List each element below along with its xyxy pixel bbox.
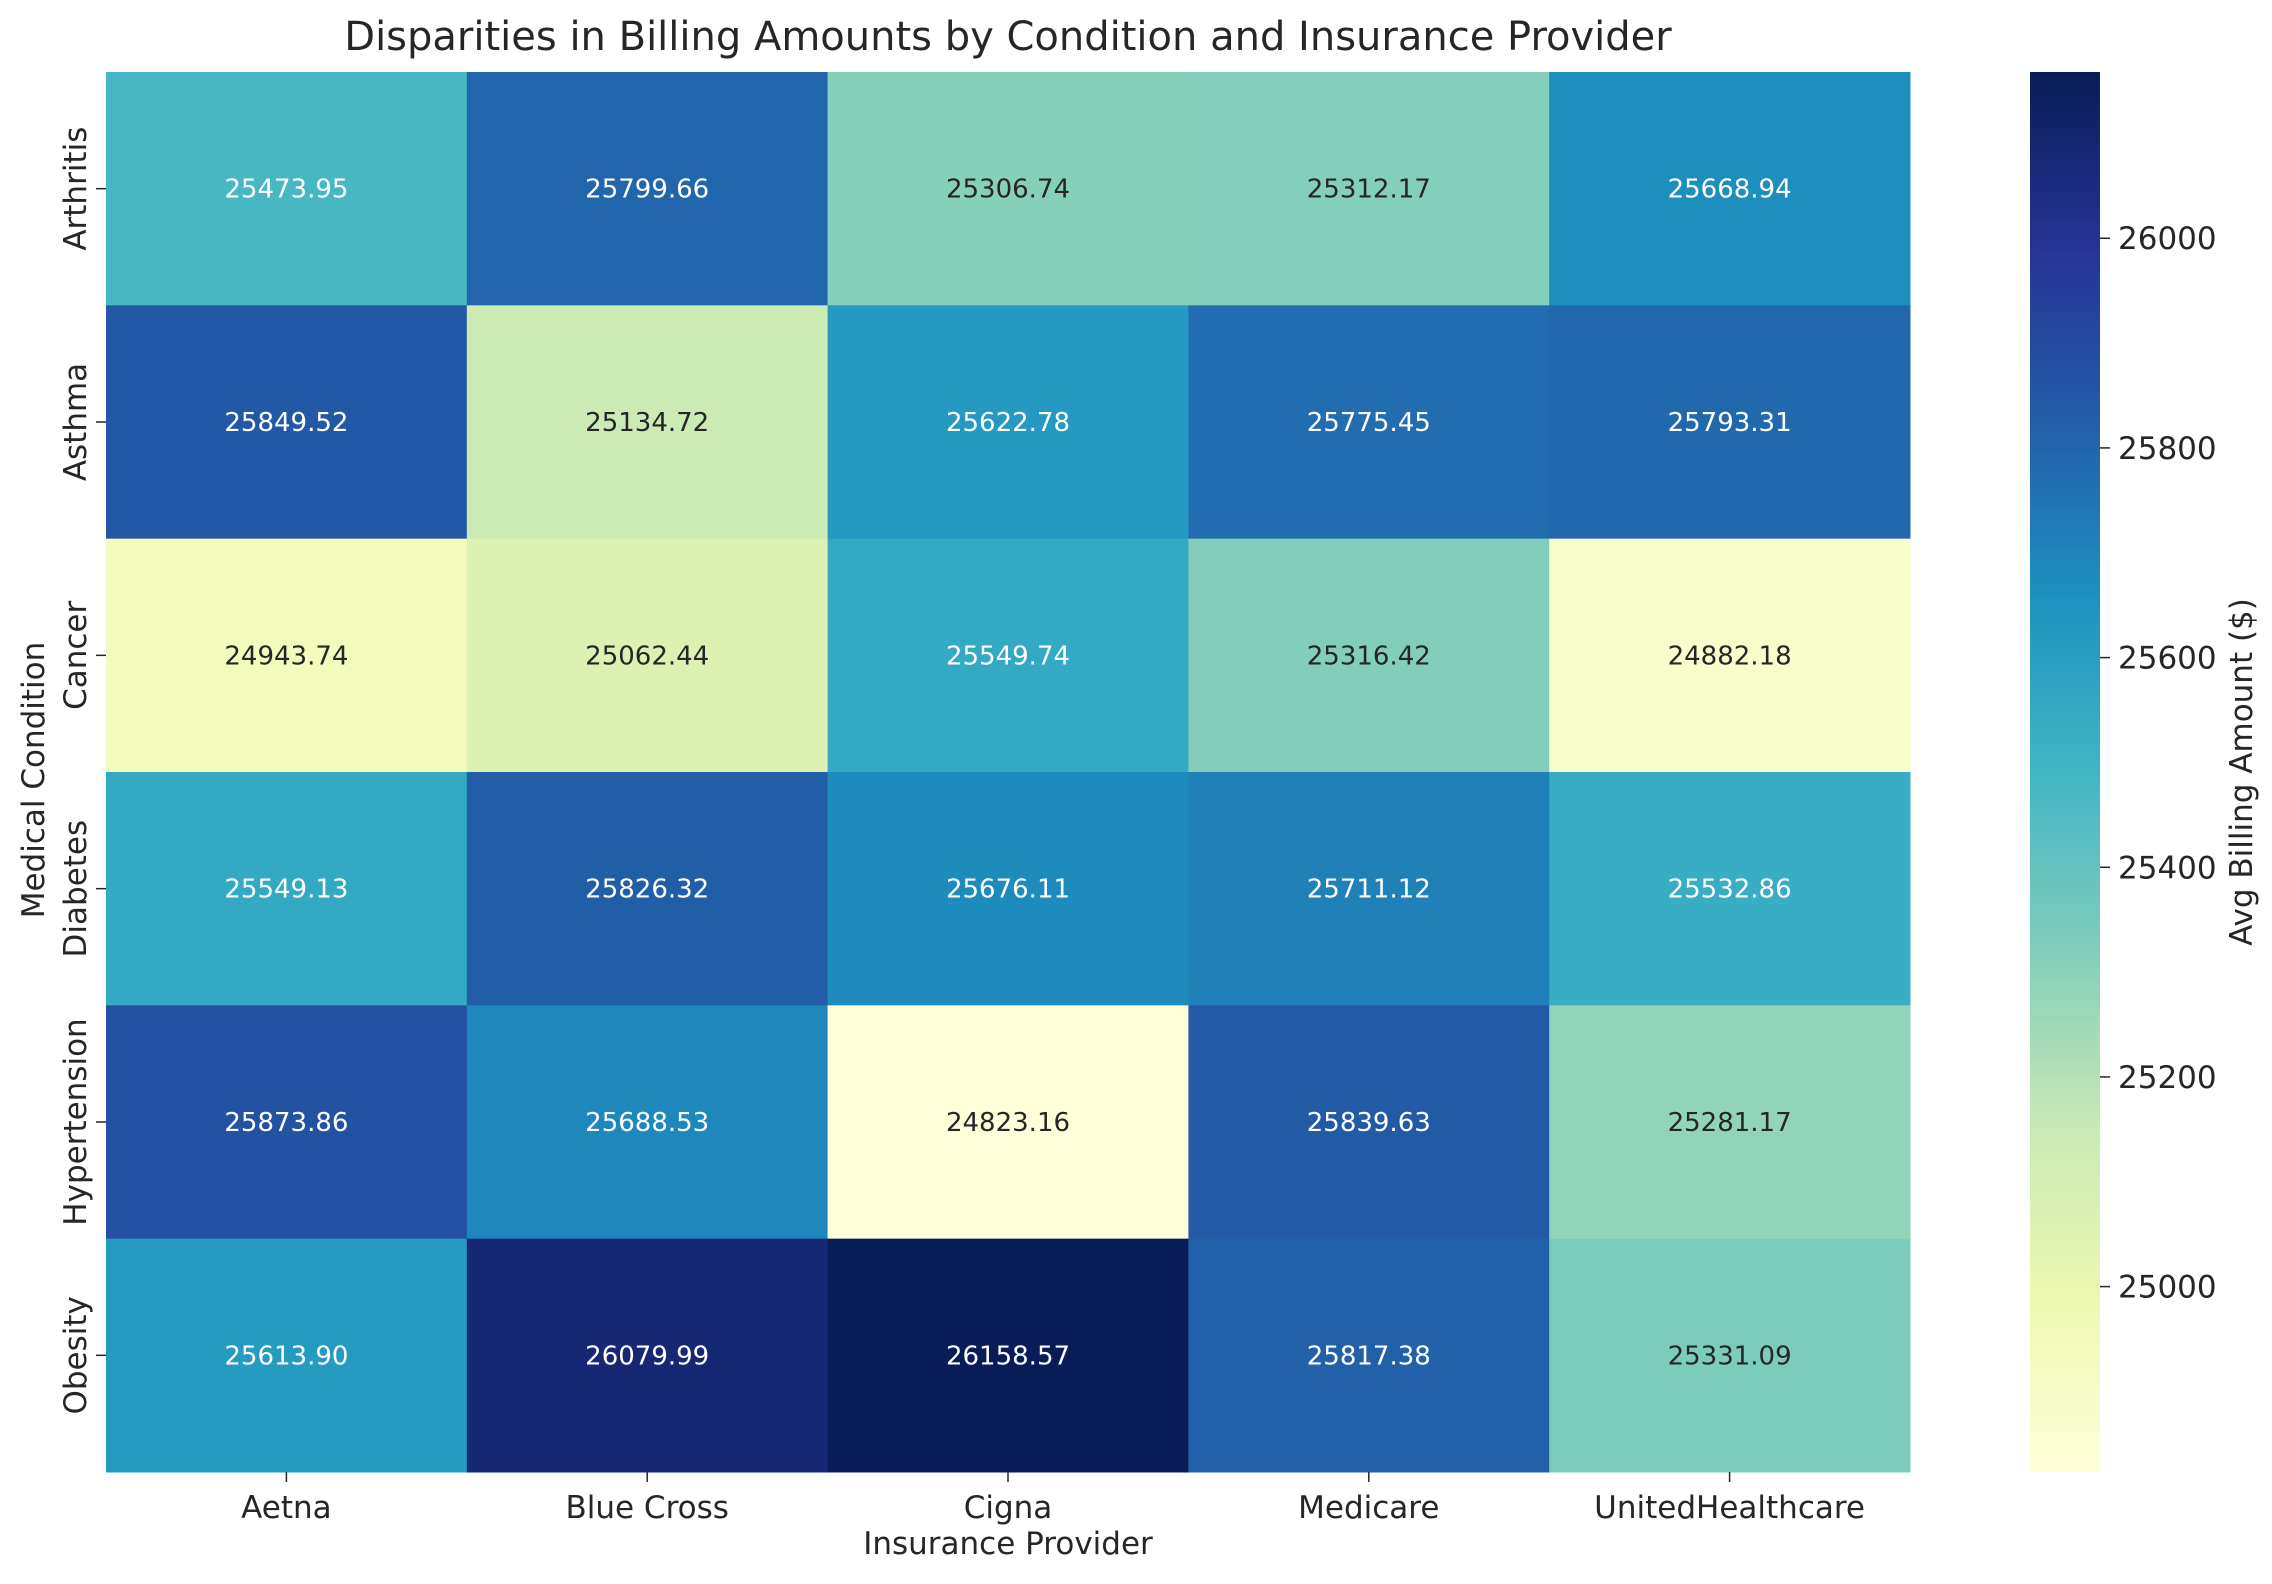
heatmap-cell-asthma-medicare (1188, 305, 1550, 540)
cell-value-label: 24823.16 (946, 1108, 1070, 1138)
cell-value-label: 25688.53 (585, 1108, 709, 1138)
cell-value-label: 25711.12 (1307, 875, 1431, 905)
heatmap-cell-diabetes-unitedhealthcare (1549, 772, 1911, 1006)
x-tick-label: Medicare (1298, 1490, 1439, 1526)
heatmap-cell-diabetes-cigna (827, 772, 1189, 1006)
colorbar-label: Avg Billing Amount ($) (2224, 598, 2260, 946)
cell-value-label: 25306.74 (946, 175, 1070, 205)
heatmap-cell-arthritis-blue-cross (466, 72, 829, 306)
heatmap-cell-asthma-cigna (827, 305, 1189, 540)
cell-value-label: 25281.17 (1668, 1108, 1792, 1138)
x-tick-label: UnitedHealthcare (1594, 1490, 1865, 1526)
x-axis-title: Insurance Provider (863, 1526, 1153, 1562)
heatmap-cell-diabetes-blue-cross (466, 772, 829, 1006)
colorbar-tick-label: 25800 (2118, 431, 2217, 467)
cell-value-label: 25549.74 (946, 641, 1070, 671)
heatmap-cell-asthma-aetna (106, 305, 468, 540)
cell-value-label: 25134.72 (585, 408, 709, 438)
cell-value-label: 24943.74 (224, 641, 348, 671)
cell-value-label: 25668.94 (1668, 175, 1792, 205)
cell-value-label: 25826.32 (585, 875, 709, 905)
cell-value-label: 25839.63 (1307, 1108, 1431, 1138)
x-tick-label: Aetna (241, 1490, 332, 1526)
heatmap-cell-arthritis-cigna (827, 72, 1189, 306)
heatmap-cell-obesity-unitedhealthcare (1549, 1238, 1911, 1473)
colorbar: 25000 25200 25400 25600 25800 26000 Avg Billi… (2030, 72, 2260, 1472)
colorbar-tick-label: 25000 (2118, 1270, 2217, 1306)
heatmap-cell-asthma-blue-cross (466, 305, 829, 540)
y-axis: Arthritis Asthma Cancer Diabetes Hypertensio… (58, 127, 106, 1415)
x-tick-label: Blue Cross (565, 1490, 728, 1526)
heatmap-cell-hypertension-unitedhealthcare (1549, 1005, 1911, 1240)
heatmap-cell-hypertension-cigna (827, 1005, 1189, 1240)
heatmap-cell-arthritis-aetna (106, 72, 468, 306)
cell-value-label: 25062.44 (585, 641, 709, 671)
y-axis-title: Medical Condition (16, 642, 52, 919)
colorbar-tick-label: 25200 (2118, 1060, 2217, 1096)
heatmap-cell-obesity-aetna (106, 1238, 468, 1473)
heatmap-cell-cancer-medicare (1188, 538, 1550, 773)
heatmap-cell-obesity-blue-cross (466, 1238, 829, 1473)
cell-value-label: 26158.57 (946, 1341, 1070, 1371)
colorbar-tick-label: 26000 (2118, 221, 2217, 257)
heatmap-cell-cancer-blue-cross (466, 538, 829, 773)
cell-value-label: 25799.66 (585, 175, 709, 205)
cell-value-label: 25873.86 (224, 1108, 348, 1138)
heatmap-cell-labels: 25473.95 25799.66 25306.74 25312.17 25668.94… (224, 175, 1791, 1372)
heatmap-cell-arthritis-medicare (1188, 72, 1550, 306)
heatmap-cell-hypertension-blue-cross (466, 1005, 829, 1240)
heatmap-cell-hypertension-medicare (1188, 1005, 1550, 1240)
heatmap-cells (106, 72, 1911, 1473)
cell-value-label: 25817.38 (1307, 1341, 1431, 1371)
cell-value-label: 25613.90 (224, 1341, 348, 1371)
x-axis: Aetna Blue Cross Cigna Medicare UnitedHealth… (241, 1472, 1865, 1526)
heatmap-cell-cancer-aetna (106, 538, 468, 773)
colorbar-tick-label: 25600 (2118, 641, 2217, 677)
y-tick-label: Diabetes (58, 820, 94, 958)
y-tick-label: Cancer (58, 601, 94, 710)
heatmap-cell-cancer-cigna (827, 538, 1189, 773)
cell-value-label: 24882.18 (1668, 641, 1792, 671)
y-tick-label: Arthritis (58, 127, 94, 251)
heatmap-cell-asthma-unitedhealthcare (1549, 305, 1911, 540)
cell-value-label: 25316.42 (1307, 641, 1431, 671)
heatmap-cell-obesity-medicare (1188, 1238, 1550, 1473)
cell-value-label: 25331.09 (1668, 1341, 1792, 1371)
cell-value-label: 25532.86 (1668, 875, 1792, 905)
y-tick-label: Asthma (58, 363, 94, 481)
cell-value-label: 26079.99 (585, 1341, 709, 1371)
colorbar-gradient (2030, 72, 2100, 1472)
heatmap-cell-diabetes-medicare (1188, 772, 1550, 1006)
y-tick-label: Obesity (58, 1296, 94, 1414)
chart-title: Disparities in Billing Amounts by Condit… (344, 14, 1672, 60)
heatmap-cell-diabetes-aetna (106, 772, 468, 1006)
heatmap-cell-obesity-cigna (827, 1238, 1189, 1473)
heatmap-cell-hypertension-aetna (106, 1005, 468, 1240)
x-tick-label: Cigna (964, 1490, 1053, 1526)
cell-value-label: 25549.13 (224, 875, 348, 905)
heatmap-cell-cancer-unitedhealthcare (1549, 538, 1911, 773)
cell-value-label: 25676.11 (946, 875, 1070, 905)
cell-value-label: 25775.45 (1307, 408, 1431, 438)
colorbar-tick-label: 25400 (2118, 850, 2217, 886)
y-tick-label: Hypertension (58, 1018, 94, 1225)
cell-value-label: 25793.31 (1668, 408, 1792, 438)
cell-value-label: 25473.95 (224, 175, 348, 205)
cell-value-label: 25849.52 (224, 408, 348, 438)
colorbar-ticks: 25000 25200 25400 25600 25800 26000 (2100, 221, 2217, 1306)
cell-value-label: 25622.78 (946, 408, 1070, 438)
heatmap-cell-arthritis-unitedhealthcare (1549, 72, 1911, 306)
cell-value-label: 25312.17 (1307, 175, 1431, 205)
